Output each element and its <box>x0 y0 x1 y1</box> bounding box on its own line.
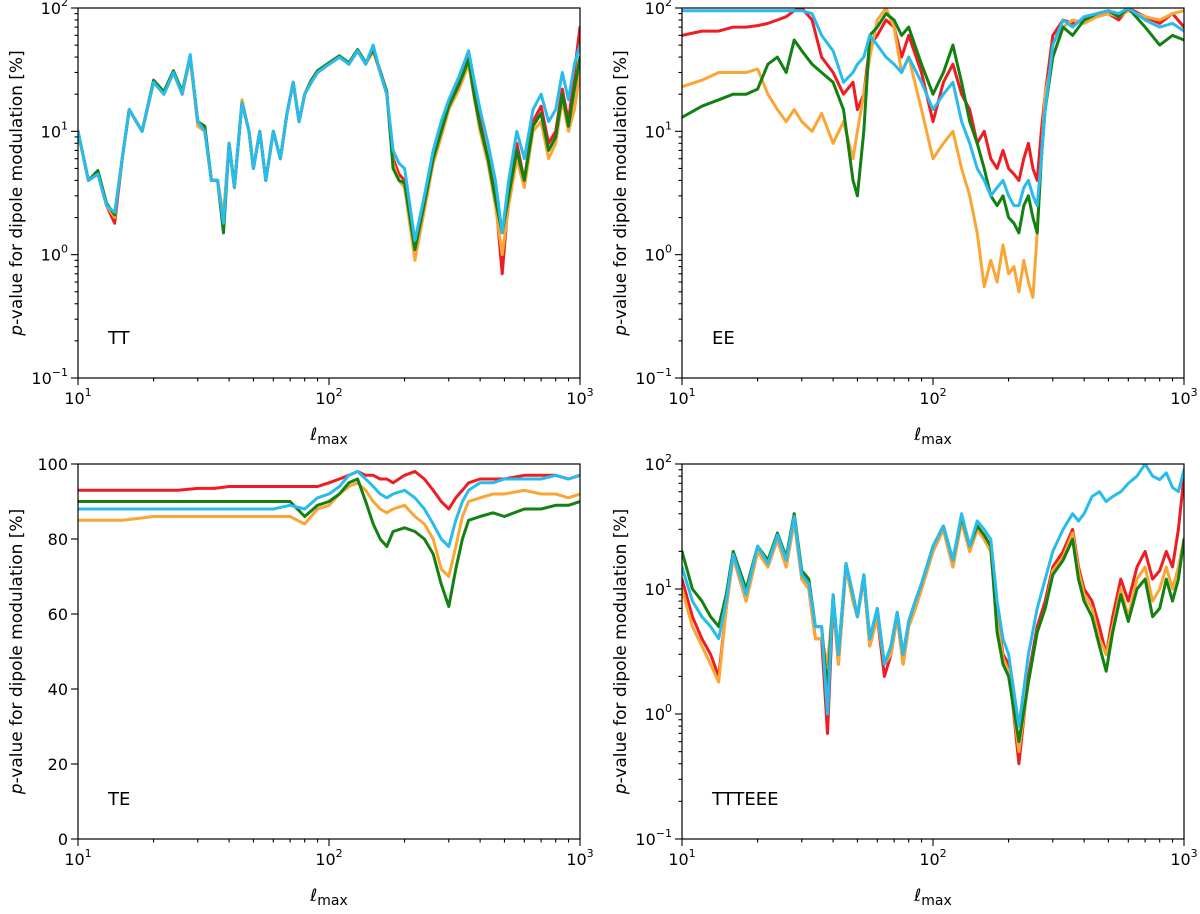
y-tick-label: 101 <box>645 577 672 599</box>
panel-ee: 101 102 103 10−1 100 101 102 ℓmax p-value for di… <box>611 0 1198 448</box>
y-tick-label: 101 <box>645 119 672 141</box>
series-line-cyan <box>682 8 1184 208</box>
series-group <box>682 464 1184 766</box>
series-line-cyan <box>78 43 580 243</box>
y-tick-label: 100 <box>41 243 68 265</box>
y-tick-label: 10−1 <box>635 827 672 849</box>
x-tick-label: 101 <box>668 847 695 869</box>
panel-ttteee: 101 102 103 10−1 100 101 102 ℓmax p-value for di… <box>611 452 1198 909</box>
x-tick-label: 102 <box>919 847 946 869</box>
panel-label: EE <box>712 328 735 349</box>
panel-label: TT <box>107 328 131 349</box>
y-tick-label: 10−1 <box>31 366 68 388</box>
y-tick-label: 10−1 <box>635 366 672 388</box>
y-tick-label: 80 <box>48 530 68 549</box>
series-line-red <box>682 474 1184 766</box>
y-axis-label: p-value for dipole modulation [%] <box>611 509 631 795</box>
series-line-green <box>78 477 580 608</box>
x-tick-label: 101 <box>668 386 695 408</box>
x-tick-label: 102 <box>919 386 946 408</box>
series-line-cyan <box>78 470 580 548</box>
y-tick-label: 101 <box>41 119 68 141</box>
x-tick-label: 103 <box>566 847 593 869</box>
x-tick-label: 102 <box>315 847 342 869</box>
y-tick-label: 100 <box>645 702 672 724</box>
x-tick-label: 101 <box>64 386 91 408</box>
series-line-orange <box>682 519 1184 754</box>
series-line-green <box>682 8 1184 235</box>
x-axis-label: ℓmax <box>309 886 348 909</box>
panel-label: TTTEEE <box>711 789 778 810</box>
x-tick-label: 101 <box>64 847 91 869</box>
series-line-red <box>78 470 580 511</box>
series-group <box>78 470 580 608</box>
series-group <box>78 25 580 276</box>
series-line-orange <box>682 8 1184 299</box>
x-tick-label: 103 <box>1170 847 1197 869</box>
y-tick-label: 102 <box>645 0 672 18</box>
x-tick-label: 103 <box>566 386 593 408</box>
series-line-orange <box>78 481 580 578</box>
x-axis-label: ℓmax <box>309 425 348 448</box>
x-axis-label: ℓmax <box>913 425 952 448</box>
y-axis-label: p-value for dipole modulation [%] <box>611 50 631 336</box>
x-axis-label: ℓmax <box>913 886 952 909</box>
y-tick-label: 40 <box>48 680 68 699</box>
panel-label: TE <box>107 789 130 810</box>
series-group <box>682 8 1184 299</box>
y-tick-label: 100 <box>645 243 672 265</box>
axes-frame <box>77 463 581 840</box>
y-tick-label: 20 <box>48 755 68 774</box>
series-line-cyan <box>682 464 1184 728</box>
y-tick-label: 102 <box>645 452 672 474</box>
x-tick-label: 103 <box>1170 386 1197 408</box>
x-tick-label: 102 <box>315 386 342 408</box>
panel-tt: 101 102 103 10−1 100 101 102 ℓmax p-value for di… <box>7 0 594 448</box>
y-tick-label: 60 <box>48 605 68 624</box>
y-axis-label: p-value for dipole modulation [%] <box>7 50 27 336</box>
y-tick-label: 102 <box>41 0 68 18</box>
axes-frame <box>681 7 1185 379</box>
y-axis-label: p-value for dipole modulation [%] <box>7 509 27 795</box>
y-tick-label: 100 <box>37 455 68 474</box>
panel-te: 101 102 103 0 20 40 60 80 100 ℓmax p-value for dip… <box>7 455 594 909</box>
y-tick-label: 0 <box>58 830 68 849</box>
